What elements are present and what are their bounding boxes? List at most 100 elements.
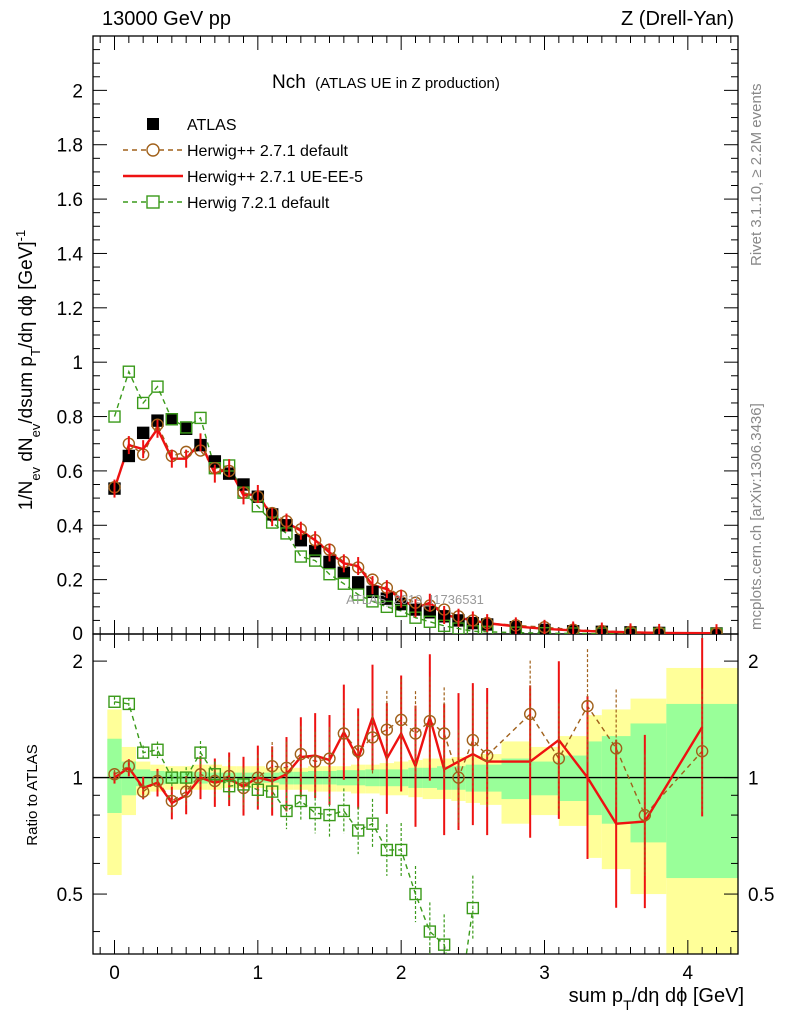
marker-circle	[366, 731, 379, 744]
band-green	[558, 755, 588, 801]
marker-data	[351, 576, 365, 589]
marker-circle	[136, 785, 150, 798]
marker-circle	[409, 727, 422, 740]
marker-square	[194, 411, 207, 425]
marker-circle	[222, 769, 236, 783]
upper-y-tick-label: 1	[72, 353, 83, 374]
marker-square	[323, 568, 336, 581]
marker-circle	[523, 707, 537, 721]
marker-circle	[695, 744, 709, 758]
x-tick-label: 1	[253, 963, 264, 984]
header-right: Z (Drell-Yan)	[621, 8, 734, 30]
marker-square	[208, 768, 222, 781]
upper-y-tick-label: 0.8	[57, 408, 83, 429]
header-left: 13000 GeV pp	[102, 8, 231, 30]
ratio-y-tick-label-right: 2	[748, 652, 759, 673]
marker-circle	[638, 808, 652, 822]
marker-square	[323, 808, 336, 822]
marker-square	[337, 804, 351, 818]
marker-circle	[480, 749, 494, 762]
upper-y-tick-label: 1.8	[57, 136, 83, 157]
marker-square	[237, 778, 250, 791]
marker-square	[294, 550, 308, 563]
marker-circle	[308, 755, 322, 768]
marker-square	[294, 794, 308, 808]
upper-y-tick-label: 0.2	[57, 571, 83, 592]
legend-label: Herwig++ 2.7.1 UE-EE-5	[187, 169, 363, 186]
band-green	[501, 758, 531, 800]
marker-square	[136, 396, 150, 410]
marker-square	[151, 743, 164, 756]
marker-data	[136, 426, 150, 440]
upper-y-tick-label: 1.4	[57, 244, 84, 265]
marker-square	[308, 806, 322, 820]
y-axis-label: 1/Nev dNev/dsum pT/dη dϕ [GeV]-1	[13, 230, 43, 511]
marker-circle	[552, 752, 566, 765]
marker-circle	[609, 742, 623, 755]
marker-circle	[251, 771, 265, 784]
legend-label: Herwig 7.2.1 default	[187, 195, 330, 212]
marker-data	[165, 413, 179, 426]
upper-y-tick-label: 0.4	[57, 516, 84, 537]
marker-square	[222, 780, 236, 793]
marker-square	[437, 938, 451, 951]
chart-title: Nch (ATLAS UE in Z production)	[272, 72, 500, 93]
marker-square	[423, 925, 437, 938]
marker-square	[409, 887, 422, 901]
marker-circle	[466, 733, 480, 747]
marker-square	[136, 746, 150, 759]
legend-marker-data	[147, 118, 159, 130]
legend-label: Herwig++ 2.7.1 default	[187, 143, 349, 160]
marker-circle	[294, 747, 308, 761]
tick-labels: 0.2 0.4 0.6 0.8 1 1.2 1.4 1.6 1.8 2 0 0 1 2 3 4 0.5 0.5 1 1…	[57, 81, 775, 984]
band-green	[587, 741, 602, 816]
marker-circle	[122, 760, 136, 773]
marker-square	[122, 697, 136, 711]
ratio-series	[108, 637, 709, 1016]
marker-square	[122, 365, 136, 378]
marker-circle	[581, 699, 594, 713]
watermark: ATLAS_2019_I1736531	[346, 592, 484, 607]
upper-y-tick-label: 1.2	[57, 299, 83, 320]
marker-square	[265, 785, 279, 798]
x-tick-label: 4	[683, 963, 694, 984]
x-tick-label: 3	[539, 963, 550, 984]
chart-title-main: Nch	[272, 72, 306, 93]
legend-marker-h721	[146, 195, 160, 209]
marker-circle	[194, 768, 207, 781]
legend-marker-default	[146, 143, 160, 157]
marker-square	[351, 824, 365, 837]
upper-series	[108, 365, 723, 634]
ratio-y-tick-label-right: 0.5	[748, 885, 774, 906]
marker-square	[337, 577, 351, 590]
line-herwig721	[113, 369, 717, 634]
x-tick-label: 0	[109, 963, 120, 984]
x-axis-label: sum pT/dη dϕ [GeV]	[569, 985, 744, 1013]
marker-square	[466, 901, 480, 915]
upper-y-tick-zero: 0	[72, 624, 83, 645]
band-green	[530, 761, 559, 796]
marker-square	[380, 843, 394, 857]
band-green	[630, 723, 667, 843]
marker-square	[165, 771, 179, 784]
marker-circle	[452, 771, 465, 784]
upper-y-tick-label: 0.6	[57, 462, 83, 483]
rivet-label: Rivet 3.1.10, ≥ 2.2M events	[748, 83, 765, 267]
marker-square	[366, 595, 379, 608]
marker-circle	[280, 761, 293, 774]
marker-circle	[380, 723, 394, 736]
marker-square	[251, 783, 265, 796]
marker-square	[423, 615, 437, 628]
marker-circle	[337, 727, 351, 740]
marker-square	[108, 410, 121, 423]
ratio-y-tick-label-left: 0.5	[57, 885, 83, 906]
ratio-y-axis-label: Ratio to ATLAS	[24, 744, 41, 845]
marker-square	[453, 1005, 464, 1016]
marker-circle	[394, 713, 408, 727]
marker-square	[151, 380, 164, 393]
upper-y-tick-label: 1.6	[57, 190, 83, 211]
marker-circle	[108, 768, 121, 781]
marker-circle	[265, 760, 279, 773]
marker-square	[380, 600, 394, 614]
